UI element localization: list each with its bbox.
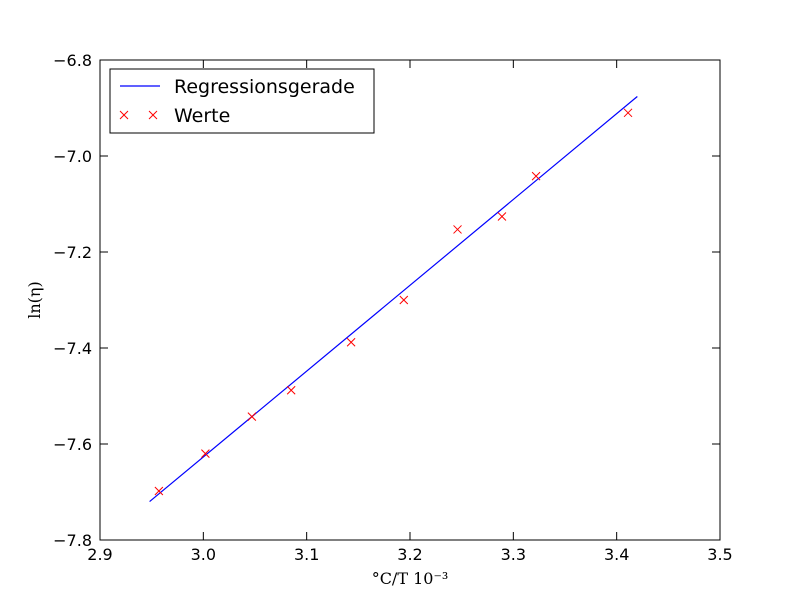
y-tick-label: −7.2	[53, 243, 92, 262]
y-tick-label: −7.0	[53, 147, 92, 166]
x-axis-label: °C/T 10⁻³	[372, 569, 449, 588]
y-axis-label: ln(η)	[25, 281, 44, 319]
y-tick-label: −6.8	[53, 51, 92, 70]
legend-label-regression: Regressionsgerade	[174, 76, 355, 98]
legend: Regressionsgerade Werte	[109, 68, 375, 134]
legend-marker	[148, 110, 158, 120]
plot-frame	[99, 59, 721, 541]
x-tick-label: 3.2	[397, 545, 422, 564]
y-tick-label: −7.6	[53, 435, 92, 454]
x-tick-label: 2.9	[87, 545, 112, 564]
data-point	[154, 486, 164, 496]
x-tick-label: 3.3	[501, 545, 526, 564]
data-point	[531, 171, 541, 181]
legend-marker-swatch	[119, 110, 158, 120]
data-point	[286, 385, 296, 395]
data-point	[399, 295, 409, 305]
y-tick-label: −7.4	[53, 339, 92, 358]
legend-label-werte: Werte	[174, 105, 230, 127]
data-point	[247, 412, 257, 421]
y-tick-label: −7.8	[53, 531, 92, 550]
axis-ticks: 2.9 3.0 3.1 3.2 3.3 3.4 3.5 −7.8 −7.6 −7.4 −7.2 −7.…	[53, 51, 733, 564]
data-marks	[149, 96, 638, 503]
x-tick-label: 3.1	[294, 545, 319, 564]
plot-area	[100, 60, 720, 540]
x-tick-label: 3.0	[191, 545, 216, 564]
data-point	[623, 108, 633, 118]
data-point	[453, 225, 462, 234]
data-point	[497, 212, 507, 221]
data-point	[346, 337, 356, 347]
legend-box	[109, 68, 375, 134]
legend-marker	[119, 110, 129, 120]
regression-line	[149, 96, 638, 503]
x-tick-label: 3.5	[707, 545, 732, 564]
data-point	[201, 449, 210, 458]
x-tick-label: 3.4	[604, 545, 629, 564]
